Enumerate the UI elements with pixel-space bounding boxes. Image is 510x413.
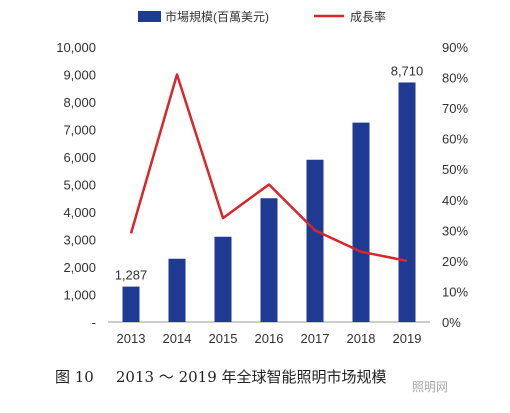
bar (352, 122, 370, 322)
bar (122, 286, 140, 322)
legend-line-label: 成長率 (350, 9, 386, 24)
y-left-tick-label: 2,000 (63, 260, 96, 275)
x-tick-label: 2018 (347, 331, 376, 346)
y-right-tick-label: 80% (442, 71, 468, 86)
growth-rate-line (129, 73, 408, 263)
bar (398, 82, 416, 322)
figure-number: 图 10 (55, 368, 94, 386)
y-left-tick-label: 4,000 (63, 205, 96, 220)
y-left-tick-label: 5,000 (63, 178, 96, 193)
bar-data-label: 8,710 (391, 63, 424, 78)
y-right-tick-label: 60% (442, 132, 468, 147)
y-right-tick-label: 30% (442, 223, 468, 238)
bar (260, 198, 278, 322)
y-right-tick-label: 50% (442, 162, 468, 177)
x-tick-label: 2015 (209, 331, 238, 346)
x-tick-label: 2014 (163, 331, 192, 346)
x-tick-label: 2017 (301, 331, 330, 346)
y-left-tick-label: 8,000 (63, 95, 96, 110)
bar (168, 258, 186, 322)
y-right-tick-label: 90% (442, 40, 468, 55)
x-tick-label: 2016 (255, 331, 284, 346)
bar (214, 236, 232, 322)
x-tick-label: 2013 (117, 331, 146, 346)
x-tick-label: 2019 (393, 331, 422, 346)
y-left-tick-label: 1,000 (63, 288, 96, 303)
y-left-tick-label: 9,000 (63, 68, 96, 83)
figure-caption: 图 10 2013 ～ 2019 年全球智能照明市场规模 (0, 366, 510, 387)
bar (306, 159, 324, 322)
y-right-tick-label: 10% (442, 284, 468, 299)
y-left-tick-label: 10,000 (56, 40, 96, 55)
y-right-tick-label: 40% (442, 193, 468, 208)
y-left-tick-label: 6,000 (63, 150, 96, 165)
y-right-tick-label: 0% (442, 315, 461, 330)
y-right-tick-label: 70% (442, 101, 468, 116)
y-right-tick-label: 20% (442, 254, 468, 269)
y-left-tick-label: 7,000 (63, 123, 96, 138)
y-left-tick-label: 3,000 (63, 233, 96, 248)
legend-bar-label: 市場規模(百萬美元) (165, 9, 269, 24)
y-left-tick-label: - (92, 315, 96, 330)
figure-title: 2013 ～ 2019 年全球智能照明市场规模 (115, 368, 387, 386)
bar-data-label: 1,287 (115, 268, 148, 283)
legend-bar-swatch (138, 11, 161, 22)
watermark-text: 照明网 (412, 380, 449, 394)
